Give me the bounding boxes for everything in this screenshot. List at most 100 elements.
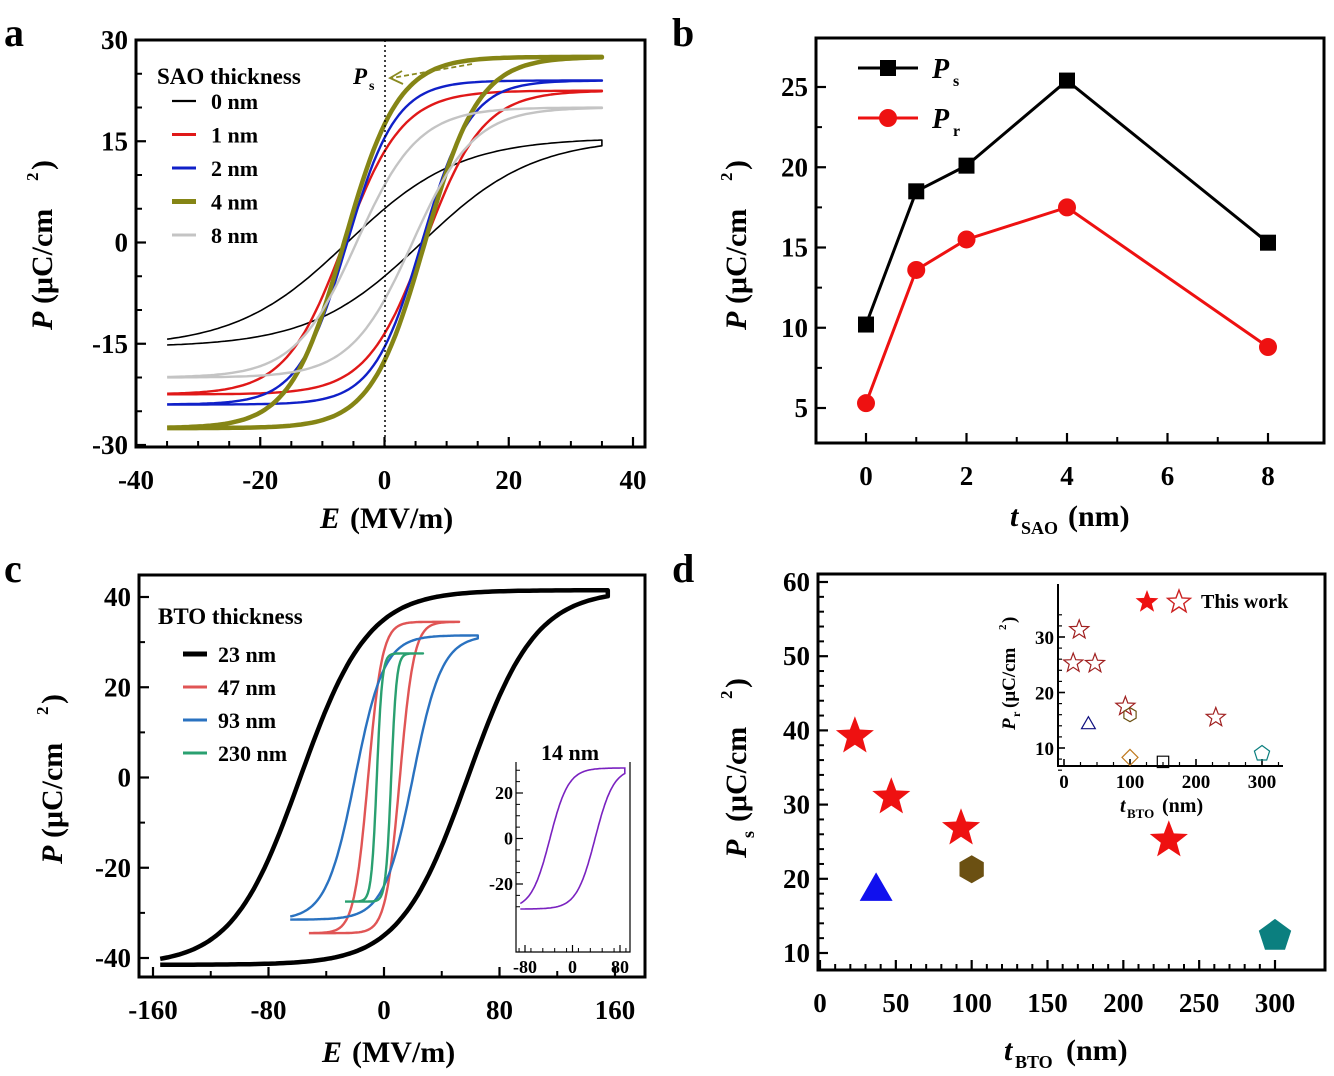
a-ps-arrow-head [388,70,404,85]
panel-label-c: c [4,546,22,591]
x-tick-label: 300 [1255,988,1296,1018]
d-scatter-points [835,716,1292,950]
a-loop-4nm [167,54,605,431]
y-tick-label: 10 [783,938,810,968]
x-tick-label: 150 [1027,988,1068,1018]
panel-d-chart: 0 50 100 150 200 250 300 10 20 30 40 50 60 0 100 200 30… [717,567,1327,1072]
x-tick-label: 200 [1103,988,1144,1018]
y-tick-label: -20 [95,853,131,883]
b-legend-subscript: r [953,123,960,140]
y-tick-label: 0 [115,228,129,258]
d-point-hexagon [959,855,984,884]
panel-label-a: a [4,10,24,55]
d-plot-frame [816,572,1327,972]
b-point-Pr [907,260,926,279]
b-legend-marker [880,60,896,76]
y-tick-label: 15 [101,126,128,156]
d-inset-ylabel-var: P [999,718,1020,731]
b-series [857,72,1277,413]
d-legend: This work [1135,588,1289,614]
y-tick-label: 5 [795,393,809,423]
x-tick-label: -20 [242,465,278,495]
a-hysteresis-curves [166,54,605,431]
y-tick-label: 10 [781,313,808,343]
a-xlabel-unit: (MV/m) [350,502,453,535]
d-inset-x-axis-title: t BTO (nm) [1120,795,1203,821]
b-legend-marker [879,109,897,127]
d-inset-ylabel-sub: r [1009,711,1023,717]
c-legend-label: 23 nm [218,642,276,667]
b-point-Pr [957,230,976,249]
b-axis-ticks: 0 2 4 6 8 5 10 15 20 25 [781,72,1275,491]
b-ylabel-unit: (μC/cm [720,209,753,304]
c-loop-93nm [289,634,479,921]
a-legend-label: 2 nm [211,156,258,181]
b-point-Ps [858,316,874,333]
c-inset-loop [519,767,626,910]
a-legend-label: 0 nm [211,89,258,114]
x-tick-label: -40 [118,465,154,495]
a-ylabel-close: ) [26,160,59,170]
d-inset-y-tick-label: 20 [1035,684,1054,705]
x-tick-label: 50 [882,988,909,1018]
d-ylabel-sub: s [738,831,758,838]
c-legend: 23 nm 47 nm 93 nm 230 nm [183,642,287,766]
c-ylabel-close: ) [36,694,69,704]
d-inset-x-tick-label: 0 [1059,772,1069,793]
c-hysteresis-curves [159,588,611,967]
y-tick-label: 30 [101,25,128,55]
b-point-Ps [1059,72,1075,89]
d-point-star [1149,820,1188,857]
d-ylabel-close: ) [720,678,753,688]
x-tick-label: 250 [1179,988,1220,1018]
b-plot-frame [814,36,1326,445]
b-xlabel-sub: SAO [1021,518,1058,538]
d-inset-point-star-open [1068,618,1091,640]
c-inset-y-tick-label: 0 [504,829,513,849]
d-legend-filled-star-icon [1135,590,1159,612]
y-tick-label: 40 [783,715,810,745]
d-point-pentagon [1258,918,1292,950]
a-loop-8nm [167,106,604,379]
d-xlabel-unit: (nm) [1066,1034,1128,1067]
c-xlabel-unit: (MV/m) [352,1036,455,1069]
c-ylabel-sup: 2 [33,707,52,716]
a-x-axis-title: E (MV/m) [319,502,453,535]
d-ylabel-unit: (μC/cm [720,727,753,822]
b-x-axis-title: t SAO (nm) [1010,500,1130,538]
b-point-Ps [908,183,925,200]
b-legend-label: P [931,54,950,85]
a-ylabel-sup: 2 [23,173,42,182]
y-tick-label: 20 [104,672,131,702]
d-inset-point-triangle-open [1080,715,1097,730]
a-loop-1nm [167,89,604,396]
d-legend-label: This work [1201,591,1289,613]
x-tick-label: 0 [813,988,827,1018]
y-tick-label: 30 [783,790,810,820]
d-y-axis-title: P s (μC/cm 2 ) [717,678,758,859]
a-axis-ticks: -40 -20 0 20 40 -30 -15 0 15 30 [92,25,647,495]
a-xlabel-var: E [319,502,340,535]
y-tick-label: 40 [104,582,131,612]
a-legend-title: SAO thickness [157,64,301,89]
a-ps-arrow-line [391,63,473,79]
c-plot-frame [137,573,647,979]
b-ylabel-var: P [720,311,753,331]
d-inset-point-star-open [1083,651,1107,674]
d-xlabel-sub: BTO [1015,1052,1053,1072]
d-inset-point-star-open [1204,705,1227,727]
d-inset-xlabel-sub: BTO [1127,806,1154,821]
d-inset-point-pentagon-open [1253,744,1271,761]
x-tick-label: 0 [377,995,391,1025]
panel-a-chart: -40 -20 0 20 40 -30 -15 0 15 30 SAO thickness P s… [23,25,647,535]
d-inset-point-diamond-open [1121,748,1139,767]
d-point-triangle [859,872,893,901]
x-tick-label: 80 [486,995,513,1025]
x-tick-label: 0 [378,465,392,495]
b-legend-label: P [931,104,950,135]
d-inset-chart: 0 100 200 300 10 20 30 t BTO (nm) Pr (μC/cm 2) [997,584,1283,821]
c-inset-frame [515,762,631,953]
